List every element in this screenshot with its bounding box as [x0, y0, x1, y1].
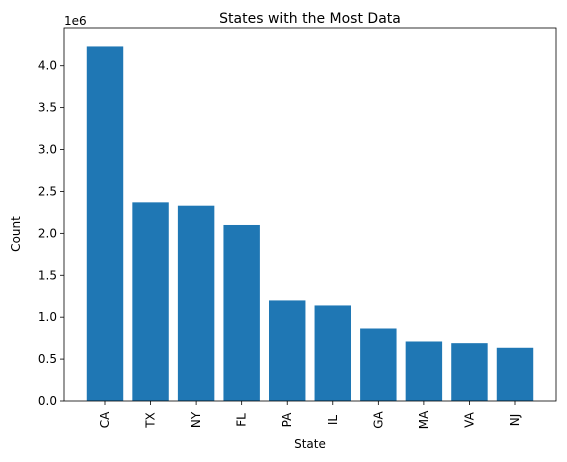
chart-title: States with the Most Data — [219, 11, 401, 27]
bar-va — [451, 343, 488, 401]
x-tick-label: NY — [189, 411, 203, 428]
y-tick-label: 0.0 — [38, 394, 57, 408]
y-tick-label: 2.5 — [38, 184, 57, 198]
bar-ga — [360, 328, 397, 401]
y-axis-ticks: 0.0 0.5 1.0 1.5 2.0 2.5 3.0 3.5 4.0 — [38, 59, 64, 408]
x-tick-label: IL — [326, 415, 340, 426]
x-axis-label: State — [294, 437, 326, 451]
bar-il — [314, 305, 351, 401]
y-tick-label: 2.0 — [38, 226, 57, 240]
x-tick-label: PA — [280, 412, 294, 427]
x-tick-label: NJ — [508, 414, 522, 427]
bar-ma — [405, 341, 443, 401]
y-tick-label: 3.5 — [38, 101, 57, 115]
y-offset-label: 1e6 — [64, 14, 87, 28]
plot-frame — [63, 27, 557, 402]
bars-group — [86, 46, 534, 401]
y-tick-label: 0.5 — [38, 352, 57, 366]
x-tick-label: FL — [235, 413, 249, 427]
bar-ca — [86, 46, 124, 401]
y-tick-label: 1.0 — [38, 310, 57, 324]
x-tick-label: CA — [98, 411, 112, 428]
bar-fl — [223, 224, 260, 401]
y-axis-label: Count — [9, 216, 23, 252]
y-tick-label: 1.5 — [38, 268, 57, 282]
x-tick-label: GA — [371, 410, 385, 428]
x-axis-ticks: CA TX NY FL PA IL GA MA VA NJ — [98, 401, 522, 429]
bar-ny — [177, 205, 215, 401]
bar-tx — [132, 202, 169, 401]
x-tick-label: TX — [144, 412, 158, 429]
bar-nj — [496, 347, 534, 401]
bar-pa — [269, 300, 306, 401]
x-tick-label: VA — [462, 411, 476, 427]
y-tick-label: 4.0 — [38, 59, 57, 73]
y-tick-label: 3.0 — [38, 143, 57, 157]
x-tick-label: MA — [417, 410, 431, 429]
